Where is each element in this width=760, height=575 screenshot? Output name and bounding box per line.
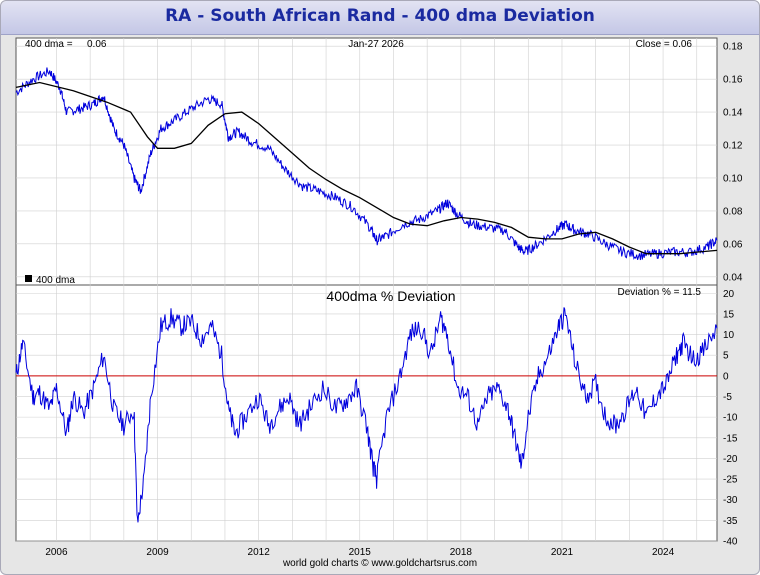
x-tick: 2024 <box>652 547 675 558</box>
deviation-y-tick: -10 <box>723 413 738 424</box>
title-bar: RA - South African Rand - 400 dma Deviat… <box>1 1 759 35</box>
deviation-y-tick: -40 <box>723 537 738 548</box>
grid-lines <box>16 38 717 542</box>
deviation-series-line <box>15 307 718 523</box>
price-series-line <box>15 67 718 261</box>
price-y-tick: 0.18 <box>723 42 743 53</box>
date-label: Jan-27 2026 <box>348 39 404 50</box>
price-y-tick: 0.04 <box>723 272 743 283</box>
deviation-y-tick: -15 <box>723 433 738 444</box>
chart-title: RA - South African Rand - 400 dma Deviat… <box>165 6 595 26</box>
dma-series-line <box>15 81 718 255</box>
x-tick: 2009 <box>146 547 169 558</box>
deviation-y-tick: -5 <box>723 392 732 403</box>
x-tick: 2021 <box>551 547 574 558</box>
dma-value: 0.06 <box>87 39 107 50</box>
deviation-y-tick: -20 <box>723 454 738 465</box>
axis-ticks: 0.180.160.140.120.100.080.060.0420151050… <box>45 42 743 558</box>
legend-label-dma: 400 dma <box>36 275 75 286</box>
legend-swatch-dma <box>25 275 32 282</box>
deviation-y-tick: 15 <box>723 309 735 320</box>
dma-label: 400 dma = <box>25 39 73 50</box>
x-tick: 2012 <box>248 547 271 558</box>
deviation-y-tick: 0 <box>723 371 729 382</box>
deviation-y-tick: -35 <box>723 516 738 527</box>
price-y-tick: 0.08 <box>723 206 743 217</box>
deviation-title: 400dma % Deviation <box>326 288 455 304</box>
deviation-y-tick: 10 <box>723 330 735 341</box>
deviation-readout: Deviation % = 11.5 <box>618 287 702 298</box>
price-y-tick: 0.12 <box>723 141 743 152</box>
deviation-y-tick: -25 <box>723 475 738 486</box>
x-tick: 2006 <box>45 547 68 558</box>
x-tick: 2018 <box>450 547 473 558</box>
close-label: Close = 0.06 <box>636 39 693 50</box>
price-y-tick: 0.10 <box>723 173 743 184</box>
price-y-tick: 0.16 <box>723 75 743 86</box>
deviation-y-tick: 5 <box>723 351 729 362</box>
deviation-y-tick: 20 <box>723 289 735 300</box>
deviation-plot-area <box>15 284 718 542</box>
price-plot-area <box>15 37 718 286</box>
deviation-y-tick: -30 <box>723 495 738 506</box>
footer-credit: world gold charts © www.goldchartsrus.co… <box>282 558 478 569</box>
price-y-tick: 0.14 <box>723 108 743 119</box>
x-tick: 2015 <box>349 547 372 558</box>
price-y-tick: 0.06 <box>723 239 743 250</box>
